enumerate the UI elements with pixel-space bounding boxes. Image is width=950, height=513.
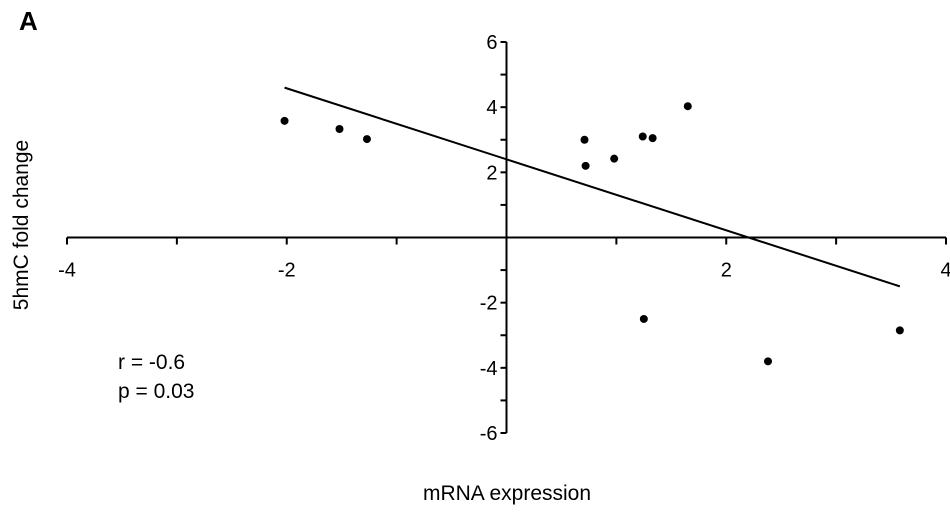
x-tick-label: -2	[278, 260, 296, 282]
y-tick-label: 6	[486, 32, 497, 54]
p-value: p = 0.03	[118, 380, 195, 403]
y-ticks: -6 -4 -2 2 4 6	[480, 32, 507, 445]
data-point	[648, 134, 657, 143]
data-point	[639, 314, 648, 323]
data-point	[683, 102, 692, 111]
data-point	[610, 154, 619, 163]
x-tick-label: 4	[940, 260, 950, 282]
y-tick-label: 4	[486, 97, 497, 119]
data-points	[280, 102, 904, 366]
data-point	[638, 132, 647, 141]
x-axis-label: mRNA expression	[422, 482, 592, 505]
y-tick-label: -4	[480, 358, 498, 380]
data-point	[895, 326, 904, 335]
data-point	[580, 135, 589, 144]
correlation-r: r = -0.6	[118, 351, 186, 374]
y-axis-label: 5hmC fold change	[10, 139, 33, 311]
x-tick-label: 2	[721, 260, 732, 282]
data-point	[362, 135, 371, 144]
x-ticks: -4 -2 2 4	[58, 237, 950, 282]
panel-label: A	[19, 6, 38, 36]
data-point	[764, 357, 773, 366]
y-tick-label: 2	[486, 162, 497, 184]
stats-annotation: r = -0.6 p = 0.03	[118, 348, 194, 406]
trend-line	[284, 86, 901, 288]
trend-line-group	[284, 86, 901, 288]
data-point	[280, 116, 289, 125]
data-point	[335, 124, 344, 133]
x-tick-label: -4	[58, 260, 76, 282]
data-point	[581, 161, 590, 170]
y-tick-label: -6	[480, 423, 498, 445]
y-tick-label: -2	[480, 293, 498, 315]
